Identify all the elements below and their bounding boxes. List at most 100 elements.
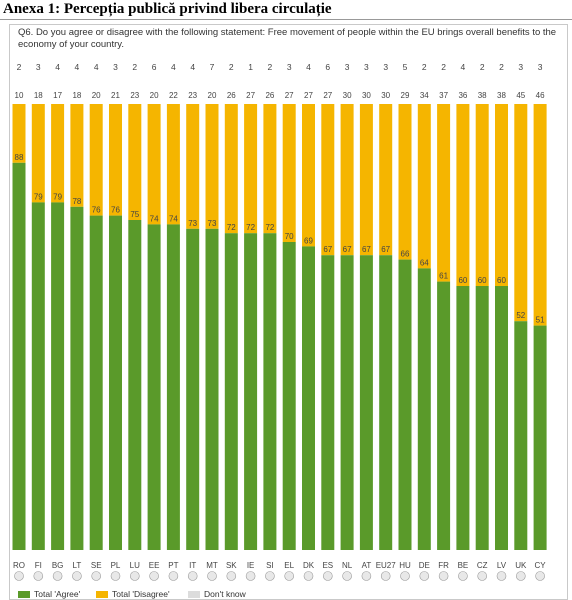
label-agree-EU27: 67 [381,245,390,254]
label-disagree-DK: 27 [304,91,313,100]
label-dontknow-DE: 2 [422,62,427,72]
category-label-HU: HU [399,561,411,570]
label-agree-PT: 74 [169,214,178,223]
label-dontknow-EU27: 3 [383,62,388,72]
label-dontknow-UK: 3 [518,62,523,72]
label-dontknow-AT: 3 [364,62,369,72]
bar-disagree-EL [282,104,296,242]
bar-agree-MT [205,228,219,551]
label-dontknow-SK: 2 [229,62,234,72]
label-agree-IE: 72 [246,223,255,232]
bar-disagree-DK [302,104,315,247]
flag-icon-SE [91,571,101,581]
bar-agree-PL [109,215,122,550]
flag-icon-CY [535,571,545,581]
bar-agree-LV [495,286,508,550]
label-disagree-RO: 10 [15,91,24,100]
label-dontknow-MT: 7 [210,62,215,72]
legend-item-agree: Total 'Agree' [18,589,80,599]
label-disagree-SI: 26 [265,91,274,100]
label-agree-FR: 61 [439,272,448,281]
bar-disagree-PT [166,104,180,225]
category-label-DE: DE [419,561,430,570]
bar-agree-SK [224,233,238,550]
label-dontknow-SE: 4 [94,62,99,72]
label-dontknow-PL: 3 [113,62,118,72]
bar-agree-BG [51,202,65,550]
label-dontknow-NL: 3 [345,62,350,72]
flag-icon-IE [245,571,256,581]
label-agree-FI: 79 [34,192,43,201]
label-disagree-DE: 34 [420,91,429,100]
label-agree-DK: 69 [304,236,313,245]
label-agree-SE: 76 [92,206,101,215]
flag-icon-IT [187,571,198,581]
label-disagree-SE: 20 [92,91,101,100]
category-label-UK: UK [515,561,527,570]
label-dontknow-FI: 3 [36,62,41,72]
label-dontknow-DK: 4 [306,62,311,72]
label-disagree-CY: 46 [536,91,545,100]
label-disagree-IE: 27 [246,91,255,100]
category-label-EL: EL [284,561,294,570]
label-agree-EL: 70 [285,232,294,241]
label-disagree-BE: 36 [458,91,467,100]
bar-disagree-AT [359,104,373,256]
label-dontknow-BE: 4 [461,62,466,72]
label-disagree-IT: 23 [188,91,197,100]
bar-disagree-FR [437,104,451,282]
category-label-CZ: CZ [477,561,488,570]
bar-agree-IE [244,233,258,550]
flag-icon-FI [33,571,44,581]
label-disagree-LU: 23 [130,91,139,100]
label-dontknow-SI: 2 [268,62,273,72]
flag-icon-AT [361,571,372,581]
category-label-SK: SK [226,561,237,570]
bar-agree-LT [70,206,84,551]
label-disagree-EU27: 30 [381,91,390,100]
bar-disagree-BE [456,104,470,286]
flag-icon-DK [303,571,314,581]
bar-disagree-NL [340,104,354,256]
bar-disagree-BG [51,104,65,203]
flag-icon-LT [72,571,82,581]
bar-disagree-LU [128,104,142,220]
flag-icon-SK [226,571,237,581]
category-label-LU: LU [130,561,140,570]
bar-disagree-EE [147,104,161,225]
bar-disagree-IE [244,104,258,234]
flag-icon-MT [207,571,217,581]
label-dontknow-FR: 2 [441,62,446,72]
bar-agree-NL [340,255,354,550]
bar-agree-BE [456,286,470,550]
bar-disagree-CY [533,104,547,326]
label-disagree-PT: 22 [169,91,178,100]
label-dontknow-LT: 4 [75,62,80,72]
legend-label-dontknow: Don't know [204,589,246,599]
bar-disagree-RO [12,104,26,163]
label-disagree-PL: 21 [111,91,120,100]
bar-disagree-CZ [475,104,489,286]
label-agree-UK: 52 [516,311,525,320]
bar-agree-DE [417,268,431,550]
legend-item-disagree: Total 'Disagree' [96,589,170,599]
legend-label-agree: Total 'Agree' [34,589,81,599]
category-label-SI: SI [266,561,274,570]
bar-agree-ES [321,255,335,550]
label-dontknow-CZ: 2 [480,62,485,72]
category-label-AT: AT [362,561,372,570]
category-label-BE: BE [458,561,469,570]
flag-icon-EL [284,571,295,581]
label-disagree-FI: 18 [34,91,43,100]
label-agree-CY: 51 [536,316,545,325]
flag-icon-PT [168,571,179,581]
category-label-FI: FI [35,561,42,570]
flag-icon-LV [496,571,507,581]
bar-disagree-FI [31,104,45,203]
label-dontknow-IT: 4 [190,62,195,72]
label-disagree-LT: 18 [72,91,81,100]
label-agree-NL: 67 [343,245,352,254]
label-agree-ES: 67 [323,245,332,254]
label-dontknow-LU: 2 [132,62,137,72]
flag-icon-DE [419,571,430,581]
